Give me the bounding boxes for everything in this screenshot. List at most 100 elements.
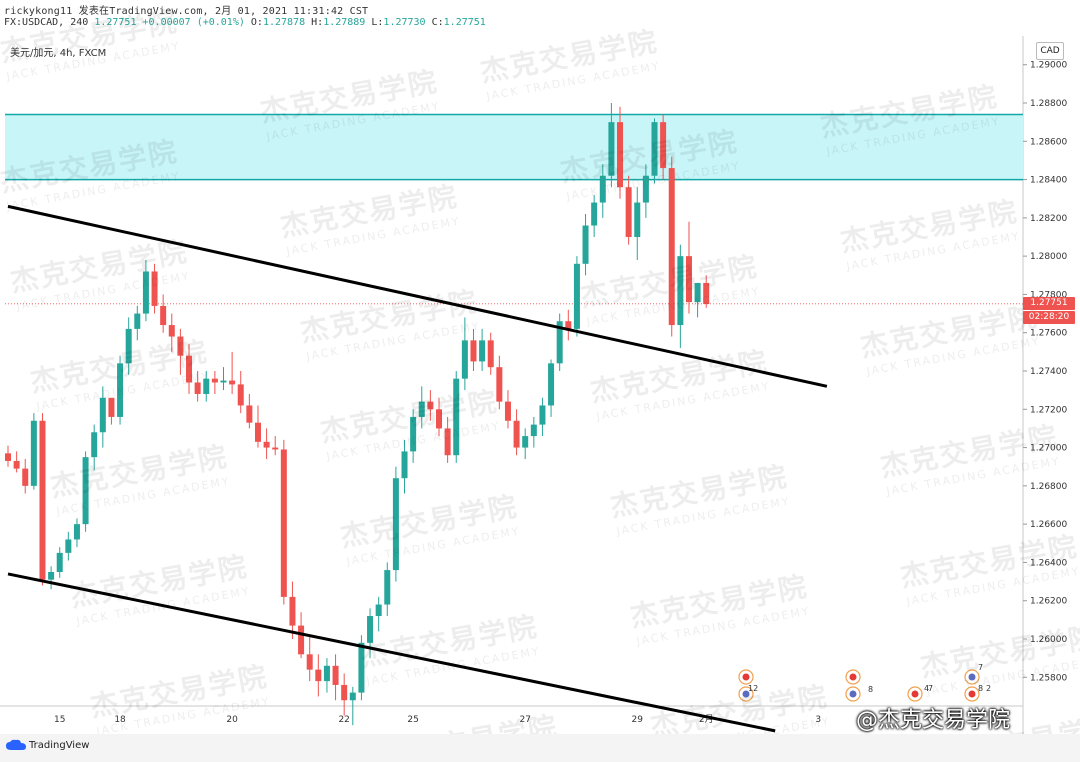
trendlines [7,204,828,733]
candle-up [453,378,460,456]
candle-up [539,405,546,425]
candle-down [280,449,287,597]
candle-down [332,665,339,685]
currency-button[interactable]: CAD [1036,42,1064,60]
candle-down [237,384,244,406]
lower-trendline [7,572,776,733]
close-label: C: [431,17,444,28]
candle-down [470,340,477,362]
candle-down [487,340,494,368]
ohlc-legend: FX:USDCAD, 240 1.27751 +0.00007 (+0.01%)… [4,17,486,28]
candle-up [117,363,124,417]
price-tick-label: 1.26600 [1030,520,1067,530]
candle-up [56,552,63,572]
candle-up [530,424,537,437]
candle-down [186,355,193,383]
tradingview-logo[interactable]: TradingView [6,739,89,751]
price-tick-label: 1.27400 [1030,367,1067,377]
candle-down [427,401,434,410]
candle-up [642,175,649,203]
candle-down [306,654,313,670]
last-value: 1.27751 [94,17,137,28]
high-label: H: [311,17,324,28]
price-tick-label: 1.27800 [1030,290,1067,300]
price-axis[interactable]: 1.29000 1.28800 1.28600 1.28400 1.28200 1.280… [1022,36,1067,734]
price-tick-label: 1.28600 [1030,137,1067,147]
candle-up [134,313,141,329]
candle-up [142,271,149,314]
price-tick-label: 1.29000 [1030,61,1067,71]
open-value: 1.27878 [262,17,306,28]
candle-up [401,451,408,479]
candles [5,103,710,726]
candle-up [367,616,374,643]
high-value: 1.27889 [323,17,366,28]
event-count-label: 8 [978,684,983,693]
candle-down [246,405,253,423]
price-tick-label: 1.27200 [1030,405,1067,415]
candle-down [177,336,184,356]
candle-up [599,175,606,203]
candle-down [565,321,572,329]
candle-up [651,122,658,176]
flag-dot-icon [968,690,976,698]
time-tick-label: 20 [226,715,238,725]
price-tick-label: 1.28200 [1030,214,1067,224]
price-tick-label: 1.26000 [1030,635,1067,645]
flag-dot-icon [968,673,976,681]
time-tick-label: 15 [54,715,65,725]
price-tick-label: 1.26400 [1030,558,1067,568]
candle-up [91,432,98,458]
candle-down [617,122,624,188]
candle-down [289,596,296,626]
open-label: O: [250,17,263,28]
symbol-description: 美元/加元, 4h, FXCM [10,48,107,59]
tradingview-cloud-icon [6,739,26,750]
flag-dot-icon [911,690,919,698]
flag-dot-icon [742,673,750,681]
candle-up [349,692,356,701]
candle-up [410,416,417,452]
last-price-tag: 1.27751 [1023,296,1075,310]
candle-up [418,401,425,417]
upper-trendline [7,204,828,388]
time-tick-label: 18 [114,715,126,725]
candle-up [556,321,563,364]
candle-up [30,420,37,486]
candle-up [220,380,227,383]
candle-down [263,441,270,448]
footer-bar [0,734,1080,762]
candle-down [168,325,175,337]
candle-down [668,168,675,326]
candle-up [582,225,589,264]
bar-countdown-tag: 02:28:20 [1023,310,1075,324]
candle-up [634,202,641,237]
price-tick-label: 1.26800 [1030,482,1067,492]
candle-up [461,340,468,379]
candle-up [677,256,684,326]
candle-down [298,625,305,655]
candle-up [99,397,106,433]
time-axis[interactable]: 15 18 20 22 25 27 29 2月 3 [0,705,1023,725]
candle-up [358,642,365,693]
candle-down [436,409,442,429]
candle-up [522,436,529,448]
candle-up [65,539,72,553]
time-tick-label: 3 [815,715,821,725]
ticker-label: FX:USDCAD, 240 [4,17,89,28]
candle-up [323,665,330,682]
candle-down [496,367,503,402]
low-value: 1.27730 [383,17,426,28]
candle-down [703,282,710,304]
low-label: L: [371,17,384,28]
candle-up [608,122,615,176]
candle-down [341,684,348,701]
price-tick-label: 1.27000 [1030,444,1067,454]
resistance-zone-fill [5,114,1023,180]
resistance-zone [5,113,1023,181]
time-tick-label: 27 [519,715,530,725]
candle-up [573,263,580,329]
candle-down [13,460,20,469]
